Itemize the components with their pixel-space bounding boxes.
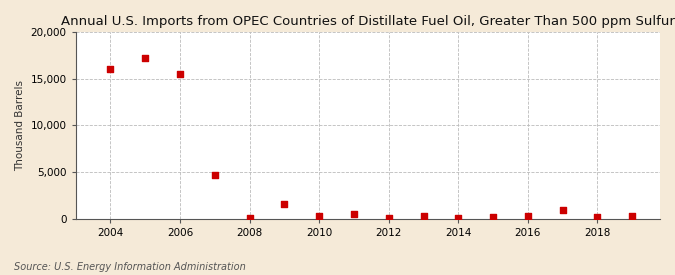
Point	[418, 214, 429, 219]
Point	[592, 215, 603, 219]
Point	[453, 216, 464, 221]
Point	[314, 213, 325, 218]
Point	[522, 213, 533, 218]
Point	[558, 208, 568, 212]
Point	[627, 214, 638, 219]
Point	[348, 212, 359, 217]
Point	[244, 216, 255, 221]
Y-axis label: Thousand Barrels: Thousand Barrels	[15, 80, 25, 171]
Point	[209, 173, 220, 177]
Point	[175, 72, 186, 76]
Point	[279, 202, 290, 206]
Point	[487, 215, 498, 219]
Text: Source: U.S. Energy Information Administration: Source: U.S. Energy Information Administ…	[14, 262, 245, 272]
Point	[105, 67, 116, 72]
Title: Annual U.S. Imports from OPEC Countries of Distillate Fuel Oil, Greater Than 500: Annual U.S. Imports from OPEC Countries …	[61, 15, 675, 28]
Point	[383, 216, 394, 221]
Point	[140, 56, 151, 60]
